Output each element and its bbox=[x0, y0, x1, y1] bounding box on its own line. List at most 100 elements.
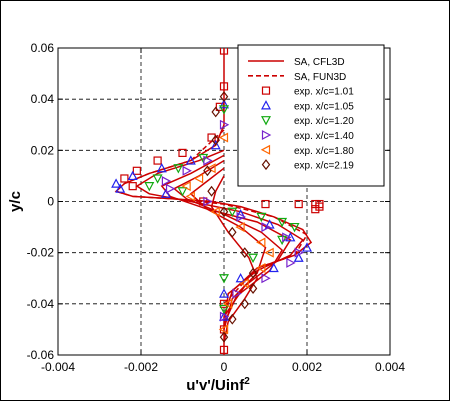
legend-marker-swatch bbox=[261, 116, 271, 126]
data-point bbox=[115, 183, 126, 193]
data-point bbox=[219, 311, 229, 321]
data-point bbox=[182, 165, 192, 176]
data-point bbox=[193, 173, 204, 184]
data-point bbox=[160, 188, 171, 198]
data-point bbox=[286, 257, 296, 268]
data-point bbox=[240, 247, 250, 259]
data-point bbox=[120, 174, 129, 183]
legend-label: SA, CFL3D bbox=[294, 57, 345, 68]
data-point bbox=[203, 165, 212, 177]
y-tick-label: -0.06 bbox=[27, 348, 55, 362]
data-point bbox=[239, 278, 249, 289]
data-point bbox=[161, 176, 172, 187]
data-point bbox=[219, 119, 230, 130]
legend-label: exp. x/c=1.20 bbox=[294, 116, 354, 127]
data-point bbox=[219, 274, 229, 284]
data-point bbox=[199, 197, 208, 206]
data-point bbox=[178, 148, 187, 157]
series-line bbox=[135, 149, 304, 330]
data-point bbox=[219, 82, 229, 91]
data-point bbox=[219, 299, 229, 308]
data-point bbox=[293, 252, 304, 262]
data-point bbox=[222, 298, 233, 309]
legend-marker-swatch bbox=[261, 100, 271, 110]
data-point bbox=[219, 304, 229, 315]
data-point bbox=[111, 178, 122, 188]
x-axis-label-sup: 2 bbox=[244, 376, 250, 387]
data-point bbox=[261, 199, 270, 209]
data-point bbox=[132, 166, 141, 175]
data-point bbox=[198, 153, 209, 164]
legend-label: SA, FUN3D bbox=[294, 72, 346, 83]
data-point bbox=[235, 272, 246, 283]
data-point bbox=[261, 222, 271, 233]
legend-box bbox=[237, 44, 385, 187]
data-point bbox=[156, 162, 167, 173]
data-point bbox=[211, 134, 220, 146]
data-point bbox=[256, 263, 266, 274]
data-point bbox=[264, 247, 274, 258]
data-point bbox=[315, 202, 324, 211]
data-point bbox=[210, 206, 220, 217]
data-point bbox=[219, 99, 229, 109]
data-point bbox=[219, 331, 229, 343]
data-point bbox=[173, 164, 184, 174]
legend-label: exp. x/c=1.01 bbox=[294, 87, 354, 98]
data-point bbox=[294, 247, 304, 258]
data-point bbox=[256, 212, 267, 223]
data-point bbox=[152, 174, 163, 184]
data-point bbox=[248, 253, 259, 264]
data-point bbox=[185, 155, 196, 165]
data-point bbox=[248, 267, 258, 279]
data-point bbox=[177, 187, 188, 197]
data-point bbox=[228, 226, 237, 238]
data-point bbox=[218, 132, 229, 143]
legend-marker-swatch bbox=[261, 159, 271, 171]
data-point bbox=[203, 196, 213, 207]
data-point bbox=[282, 232, 292, 243]
data-point bbox=[232, 288, 242, 299]
data-point bbox=[219, 345, 229, 354]
data-point bbox=[219, 91, 229, 103]
data-point bbox=[219, 288, 229, 298]
y-axis-label: y/c bbox=[7, 191, 24, 212]
series-line bbox=[189, 167, 267, 330]
data-point bbox=[236, 211, 246, 222]
data-point bbox=[235, 222, 245, 233]
x-tick-label: 0.004 bbox=[375, 360, 405, 374]
data-point bbox=[261, 273, 271, 284]
legend-marker-swatch bbox=[260, 144, 271, 155]
data-point bbox=[285, 232, 296, 242]
data-point bbox=[203, 155, 213, 166]
legend-marker-swatch bbox=[261, 130, 272, 140]
x-tick-label: 0 bbox=[221, 360, 228, 374]
legend-marker-swatch bbox=[261, 86, 271, 95]
data-point bbox=[185, 191, 195, 202]
data-point bbox=[153, 156, 162, 165]
y-tick-label: 0.04 bbox=[31, 92, 55, 106]
data-point bbox=[144, 182, 155, 192]
legend-label: exp. x/c=1.05 bbox=[294, 101, 354, 112]
data-point bbox=[219, 48, 229, 55]
x-tick-label: -0.004 bbox=[41, 360, 75, 374]
data-point bbox=[181, 181, 191, 192]
legend-label: exp. x/c=1.40 bbox=[294, 131, 354, 142]
x-tick-label: 0.002 bbox=[292, 360, 322, 374]
data-point bbox=[206, 163, 216, 174]
data-point bbox=[210, 139, 221, 150]
data-point bbox=[211, 106, 220, 118]
data-point bbox=[248, 283, 258, 294]
data-point bbox=[219, 105, 229, 115]
data-point bbox=[219, 206, 229, 218]
data-point bbox=[228, 313, 237, 325]
data-point bbox=[294, 199, 303, 209]
y-tick-label: -0.02 bbox=[27, 246, 55, 260]
data-layer bbox=[111, 48, 324, 355]
x-axis-label: u'v'/Uinf2 bbox=[186, 376, 250, 394]
data-point bbox=[127, 170, 138, 181]
legend-label: exp. x/c=1.80 bbox=[294, 146, 354, 157]
data-point bbox=[128, 182, 137, 191]
data-point bbox=[302, 242, 312, 252]
x-tick-label: -0.002 bbox=[124, 360, 158, 374]
data-point bbox=[219, 311, 230, 322]
